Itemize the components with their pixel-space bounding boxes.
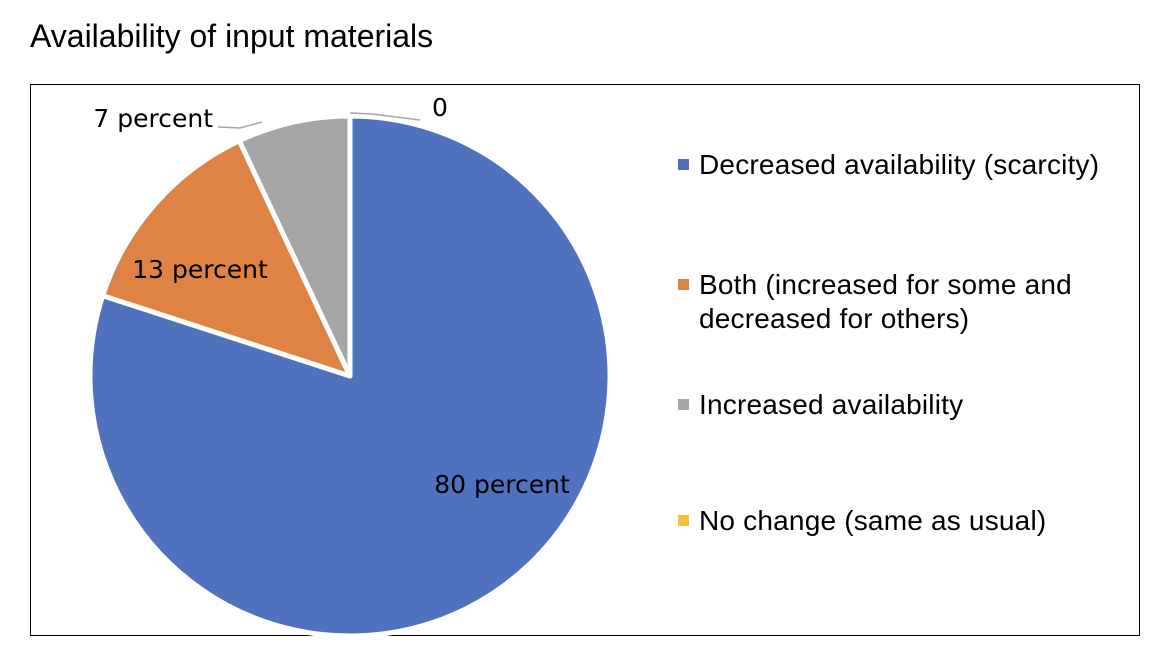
legend-label: Decreased availability (scarcity) (699, 149, 1100, 180)
data-label-both: 13 percent (132, 255, 268, 284)
legend-label: Increased availability (699, 389, 964, 420)
legend-label: No change (same as usual) (699, 505, 1047, 536)
leader-lines (217, 112, 421, 129)
chart-title: Availability of input materials (30, 18, 434, 54)
data-labels: 80 percent 13 percent 7 percent 0 (93, 93, 570, 499)
legend-item-both: Both (increased for some and decreased f… (678, 268, 1118, 336)
data-label-decreased: 80 percent (434, 470, 570, 499)
legend-swatch (678, 279, 689, 290)
slice-both (100, 138, 353, 379)
legend-swatch (678, 399, 689, 410)
leader-line-no-change (349, 112, 421, 121)
leader-line-increased (217, 121, 263, 129)
legend-item-decreased: Decreased availability (scarcity) (678, 148, 1099, 182)
slice-decreased (87, 113, 613, 639)
pie-slices (87, 113, 613, 639)
legend-swatch (678, 159, 689, 170)
data-label-increased: 7 percent (93, 104, 213, 133)
slice-increased (236, 113, 353, 379)
legend-item-no-change: No change (same as usual) (678, 504, 1046, 538)
data-label-no-change: 0 (432, 93, 448, 122)
chart-frame (30, 84, 1140, 636)
legend-label: Both (increased for some and decreased f… (699, 269, 1072, 334)
legend-swatch (678, 515, 689, 526)
legend-item-increased: Increased availability (678, 388, 963, 422)
